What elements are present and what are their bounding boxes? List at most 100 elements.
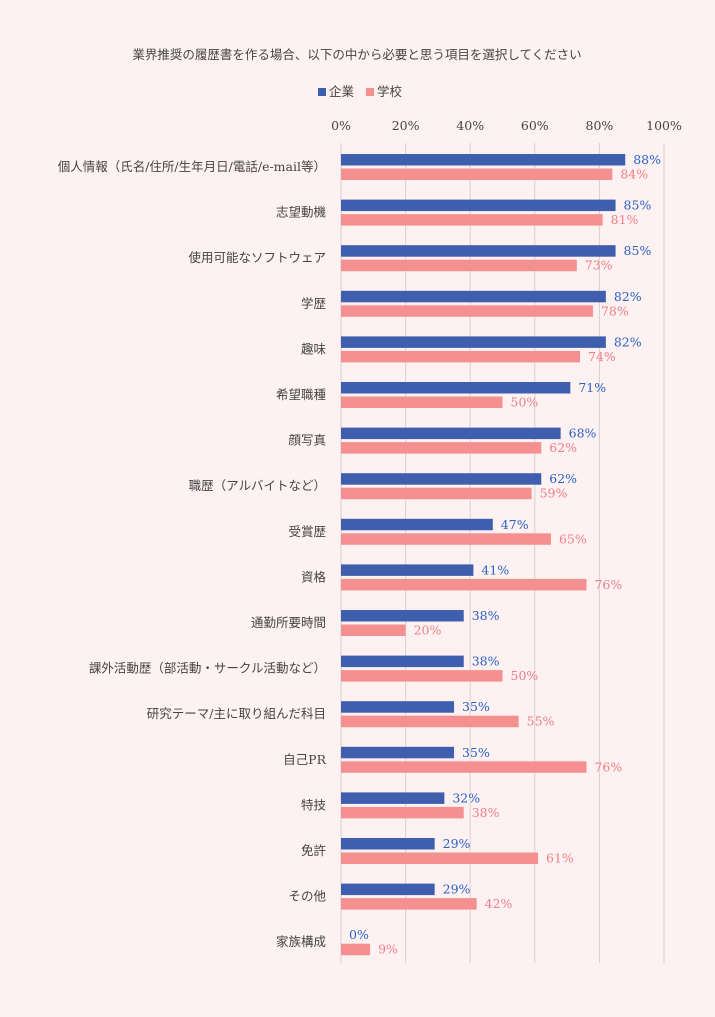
data-label-kigyo-14: 32% [452, 790, 480, 805]
bar-kigyo-9 [341, 564, 474, 576]
data-label-gakko-15: 61% [546, 851, 574, 866]
data-label-gakko-3: 78% [601, 303, 629, 318]
bar-kigyo-14 [341, 792, 445, 804]
data-label-gakko-10: 20% [414, 623, 442, 638]
category-label-5: 希望職種 [276, 387, 327, 402]
data-label-gakko-12: 55% [527, 714, 555, 729]
legend-swatch-0 [318, 88, 326, 96]
data-label-kigyo-13: 35% [462, 745, 490, 760]
data-label-kigyo-8: 47% [501, 517, 529, 532]
bar-gakko-8 [341, 533, 551, 545]
bar-gakko-16 [341, 898, 477, 910]
x-axis-ticks: 0% 20% 40% 60% 80% 100% [331, 118, 682, 133]
legend: 企業 学校 [318, 84, 403, 99]
data-label-gakko-0: 84% [620, 167, 648, 182]
data-label-kigyo-10: 38% [472, 608, 500, 623]
bar-kigyo-4 [341, 336, 606, 348]
category-label-4: 趣味 [301, 341, 327, 356]
x-tick-label-1: 20% [392, 118, 420, 133]
category-label-13: 自己PR [283, 752, 326, 767]
data-label-kigyo-16: 29% [443, 882, 471, 897]
bar-gakko-10 [341, 624, 406, 636]
bar-kigyo-7 [341, 473, 542, 485]
category-label-15: 免許 [301, 843, 327, 858]
data-label-kigyo-1: 85% [624, 198, 652, 213]
bar-kigyo-10 [341, 610, 464, 622]
bar-gakko-2 [341, 259, 577, 272]
category-label-17: 家族構成 [276, 934, 326, 949]
data-label-gakko-14: 38% [472, 805, 500, 820]
bar-kigyo-1 [341, 199, 616, 212]
x-tick-label-3: 60% [521, 118, 549, 133]
category-label-10: 通勤所要時間 [251, 615, 326, 630]
data-label-gakko-6: 62% [549, 440, 577, 455]
bar-kigyo-12 [341, 701, 455, 713]
data-label-kigyo-11: 38% [472, 654, 500, 669]
x-tick-label-0: 0% [331, 118, 351, 133]
gridlines [340, 143, 665, 963]
bar-kigyo-15 [341, 838, 435, 850]
bar-gakko-13 [341, 761, 587, 773]
bar-kigyo-5 [341, 382, 571, 394]
data-label-kigyo-7: 62% [549, 471, 577, 486]
bars [341, 154, 626, 956]
data-label-gakko-13: 76% [594, 759, 622, 774]
x-tick-label-2: 40% [456, 118, 484, 133]
bar-kigyo-13 [341, 746, 455, 759]
data-label-kigyo-5: 71% [578, 380, 606, 395]
data-label-kigyo-2: 85% [624, 243, 652, 258]
category-label-7: 職歴（アルバイトなど） [189, 478, 326, 493]
bar-gakko-6 [341, 442, 542, 454]
x-tick-label-4: 80% [586, 118, 614, 133]
data-label-gakko-16: 42% [485, 896, 513, 911]
data-label-gakko-4: 74% [588, 349, 616, 364]
data-label-gakko-2: 73% [585, 258, 613, 273]
data-label-gakko-9: 76% [594, 577, 622, 592]
bar-gakko-17 [341, 943, 371, 956]
category-label-16: その他 [288, 889, 326, 904]
data-labels: 88%84%85%81%85%73%82%78%82%74%71%50%68%6… [349, 152, 661, 957]
bar-gakko-12 [341, 715, 519, 728]
category-label-11: 課外活動歴（部活動・サークル活動など） [89, 661, 326, 676]
category-label-8: 受賞歴 [288, 524, 326, 539]
chart-title: 業界推奨の履歴書を作る場合、以下の中から必要と思う項目を選択してください [132, 47, 581, 62]
bar-gakko-1 [341, 214, 603, 226]
x-tick-label-5: 100% [646, 118, 682, 133]
category-label-2: 使用可能なソフトウェア [188, 250, 326, 265]
category-label-0: 個人情報（氏名/住所/生年月日/電話/e-mail等） [58, 159, 326, 174]
data-label-kigyo-9: 41% [481, 562, 509, 577]
bar-gakko-0 [341, 168, 613, 180]
data-label-gakko-17: 9% [378, 942, 398, 957]
bar-kigyo-0 [341, 154, 626, 166]
bar-kigyo-2 [341, 245, 616, 257]
bar-gakko-14 [341, 806, 464, 819]
legend-label-1: 学校 [377, 84, 403, 99]
category-label-9: 資格 [301, 569, 327, 584]
bar-kigyo-6 [341, 427, 561, 440]
bar-gakko-3 [341, 305, 593, 317]
category-label-1: 志望動機 [276, 205, 327, 220]
category-label-3: 学歴 [301, 296, 326, 311]
category-label-14: 特技 [301, 797, 327, 812]
data-label-kigyo-15: 29% [443, 836, 471, 851]
bar-kigyo-16 [341, 883, 435, 896]
data-label-gakko-5: 50% [511, 395, 539, 410]
bar-kigyo-11 [341, 655, 464, 668]
bar-gakko-11 [341, 670, 503, 682]
bar-gakko-15 [341, 852, 539, 864]
data-label-gakko-8: 65% [559, 531, 587, 546]
bar-kigyo-8 [341, 518, 493, 531]
data-label-kigyo-17: 0% [349, 927, 369, 942]
legend-label-0: 企業 [329, 84, 355, 99]
bar-gakko-4 [341, 350, 581, 363]
data-label-kigyo-12: 35% [462, 699, 490, 714]
bar-gakko-9 [341, 578, 587, 591]
data-label-kigyo-6: 68% [569, 426, 597, 441]
data-label-kigyo-0: 88% [633, 152, 661, 167]
bar-kigyo-3 [341, 290, 606, 303]
category-label-12: 研究テーマ/主に取り組んだ科目 [147, 706, 326, 721]
category-labels: 個人情報（氏名/住所/生年月日/電話/e-mail等） 志望動機使用可能なソフトウ… [58, 159, 327, 949]
legend-swatch-1 [366, 88, 374, 96]
